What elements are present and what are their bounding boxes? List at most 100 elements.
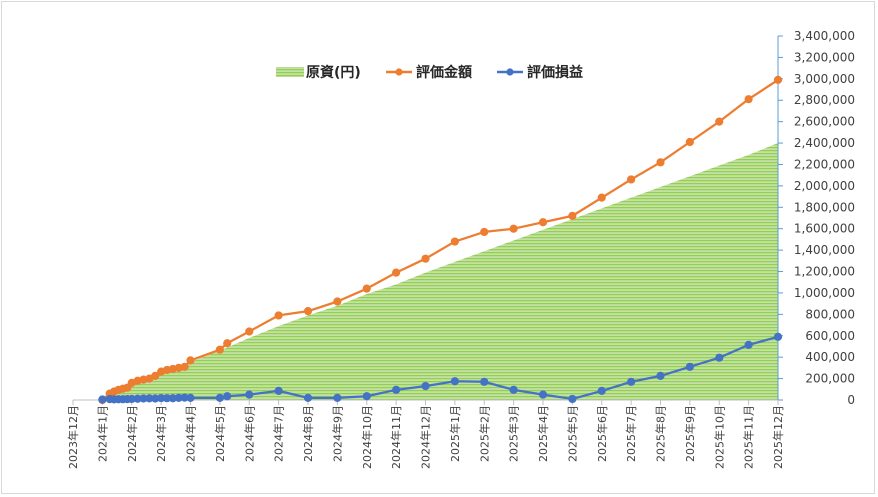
- data-point: [186, 393, 195, 402]
- data-point: [685, 137, 694, 147]
- x-tick-label: 2025年4月: [536, 405, 550, 462]
- y-tick-label: 2,000,000: [794, 179, 855, 193]
- data-point: [151, 371, 160, 381]
- data-point: [245, 390, 254, 399]
- data-point: [186, 356, 195, 365]
- y-tick-label: 800,000: [805, 307, 855, 321]
- data-point: [333, 297, 342, 306]
- x-tick-label: 2025年10月: [712, 405, 726, 469]
- legend-swatch-area: [276, 67, 304, 77]
- y-tick-label: 2,800,000: [794, 93, 855, 107]
- data-point: [715, 353, 724, 362]
- data-point: [274, 386, 283, 395]
- x-tick-label: 2023年12月: [66, 405, 80, 469]
- data-point: [685, 362, 694, 371]
- data-point: [421, 254, 430, 263]
- series-area: [102, 143, 778, 400]
- y-tick-label: 3,000,000: [794, 72, 855, 86]
- x-tick-label: 2025年11月: [742, 405, 756, 469]
- data-point: [245, 327, 254, 336]
- y-tick-label: 2,400,000: [794, 136, 855, 150]
- legend-label: 原資(円): [306, 64, 361, 81]
- data-point: [656, 371, 665, 381]
- lines-layer: [98, 75, 783, 405]
- x-tick-label: 2025年7月: [624, 405, 638, 462]
- data-point: [303, 393, 313, 402]
- y-tick-label: 1,600,000: [794, 222, 855, 236]
- legend-marker: [506, 68, 514, 76]
- data-point: [450, 377, 459, 386]
- x-tick-label: 2024年3月: [154, 405, 168, 462]
- x-tick-label: 2025年5月: [565, 405, 579, 462]
- data-point: [744, 340, 753, 349]
- data-point: [509, 385, 518, 394]
- legend-marker: [395, 68, 403, 76]
- x-tick-label: 2025年3月: [507, 405, 521, 462]
- y-tick-label: 3,400,000: [794, 29, 855, 43]
- data-point: [362, 284, 371, 293]
- y-tick-label: 200,000: [805, 372, 855, 386]
- data-point: [274, 311, 283, 320]
- data-point: [568, 394, 577, 404]
- data-point: [180, 362, 189, 371]
- axes-layer: 0 200,000 400,000 600,000 800,000 1,000,000 1,…: [66, 29, 855, 469]
- x-tick-label: 2025年9月: [683, 405, 697, 462]
- legend-label: 評価金額: [416, 64, 472, 81]
- x-tick-label: 2024年12月: [419, 405, 433, 469]
- y-tick-label: 1,000,000: [794, 286, 855, 300]
- data-point: [509, 224, 518, 233]
- x-tick-label: 2024年8月: [301, 405, 315, 462]
- y-tick-label: 0: [847, 393, 855, 407]
- data-point: [362, 392, 371, 401]
- x-tick-label: 2024年10月: [360, 405, 374, 469]
- legend: 原資(円) 評価金額 評価損益: [276, 64, 583, 81]
- x-tick-label: 2025年1月: [448, 405, 462, 462]
- x-tick-label: 2024年9月: [330, 405, 344, 462]
- data-point: [656, 158, 665, 167]
- data-point: [480, 227, 489, 237]
- x-tick-label: 2024年6月: [242, 405, 256, 462]
- data-point: [333, 393, 342, 402]
- data-point: [715, 117, 724, 126]
- x-tick-label: 2025年12月: [771, 405, 785, 469]
- legend-label: 評価損益: [527, 64, 583, 81]
- y-tick-label: 400,000: [805, 350, 855, 364]
- data-point: [538, 218, 548, 227]
- data-point: [480, 377, 489, 386]
- y-tick-label: 1,200,000: [794, 265, 855, 279]
- data-point: [98, 395, 107, 404]
- data-point: [303, 307, 313, 316]
- data-point: [450, 237, 459, 246]
- y-tick-label: 3,200,000: [794, 50, 855, 64]
- data-point: [597, 386, 606, 395]
- data-point: [538, 390, 548, 399]
- data-point: [627, 377, 636, 386]
- data-point: [627, 175, 636, 184]
- data-point: [223, 339, 232, 348]
- data-point: [215, 345, 224, 354]
- data-point: [392, 268, 401, 277]
- data-point: [597, 193, 606, 202]
- x-tick-label: 2024年4月: [184, 405, 198, 462]
- data-point: [773, 75, 783, 84]
- data-point: [223, 392, 232, 401]
- x-tick-label: 2025年6月: [595, 405, 609, 462]
- y-tick-label: 2,600,000: [794, 115, 855, 129]
- x-tick-label: 2025年8月: [654, 405, 668, 462]
- data-point: [568, 211, 577, 220]
- x-tick-label: 2024年11月: [389, 405, 403, 469]
- x-tick-label: 2024年7月: [272, 405, 286, 462]
- data-point: [392, 385, 401, 394]
- area-layer: [102, 143, 778, 400]
- y-tick-label: 2,200,000: [794, 157, 855, 171]
- y-tick-label: 1,800,000: [794, 200, 855, 214]
- data-point: [744, 95, 753, 104]
- data-point: [773, 332, 783, 341]
- y-tick-label: 1,400,000: [794, 243, 855, 257]
- y-tick-label: 600,000: [805, 329, 855, 343]
- x-tick-label: 2025年2月: [477, 405, 491, 462]
- x-tick-label: 2024年5月: [213, 405, 227, 462]
- x-tick-label: 2024年1月: [95, 405, 109, 462]
- x-tick-label: 2024年2月: [125, 405, 139, 462]
